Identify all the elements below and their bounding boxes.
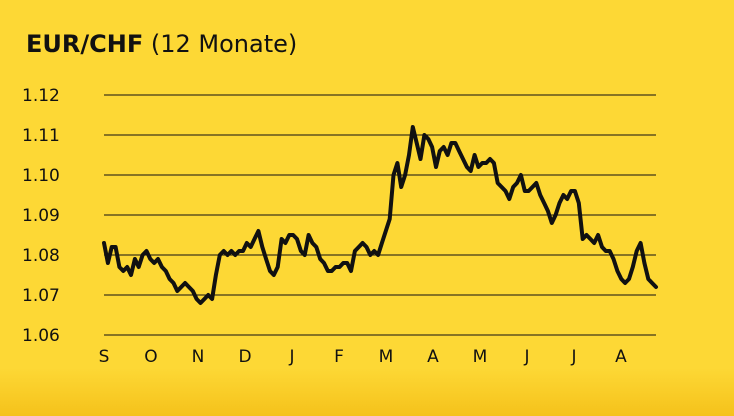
- x-tick-label: S: [99, 347, 110, 367]
- grid-lines: [104, 94, 656, 336]
- y-tick-label: 1.08: [22, 246, 60, 266]
- x-tick-label: D: [238, 347, 251, 367]
- x-tick-label: M: [473, 347, 488, 367]
- series-line: [102, 125, 658, 305]
- series-lines: [102, 125, 658, 305]
- x-tick-label: J: [288, 347, 294, 367]
- y-tick-label: 1.11: [22, 126, 60, 146]
- y-tick-label: 1.12: [22, 86, 60, 106]
- x-tick-label: A: [427, 347, 439, 367]
- y-tick-label: 1.10: [22, 166, 60, 186]
- x-tick-label: M: [379, 347, 394, 367]
- bottom-shade: [0, 368, 734, 416]
- x-tick-label: F: [334, 347, 344, 367]
- x-tick-label: N: [192, 347, 205, 367]
- x-tick-label: O: [144, 347, 157, 367]
- x-tick-label: A: [615, 347, 627, 367]
- chart-title-sub: (12 Monate): [150, 30, 298, 58]
- y-axis-ticks: 1.12 1.11 1.10 1.09 1.08 1.07 1.06: [22, 86, 60, 346]
- y-tick-label: 1.06: [22, 326, 60, 346]
- x-tick-label: J: [570, 347, 576, 367]
- x-tick-label: J: [523, 347, 529, 367]
- y-tick-label: 1.09: [22, 206, 60, 226]
- chart-title-main: EUR/CHF: [26, 30, 144, 58]
- chart-title: EUR/CHF (12 Monate): [26, 30, 297, 58]
- y-tick-label: 1.07: [22, 286, 60, 306]
